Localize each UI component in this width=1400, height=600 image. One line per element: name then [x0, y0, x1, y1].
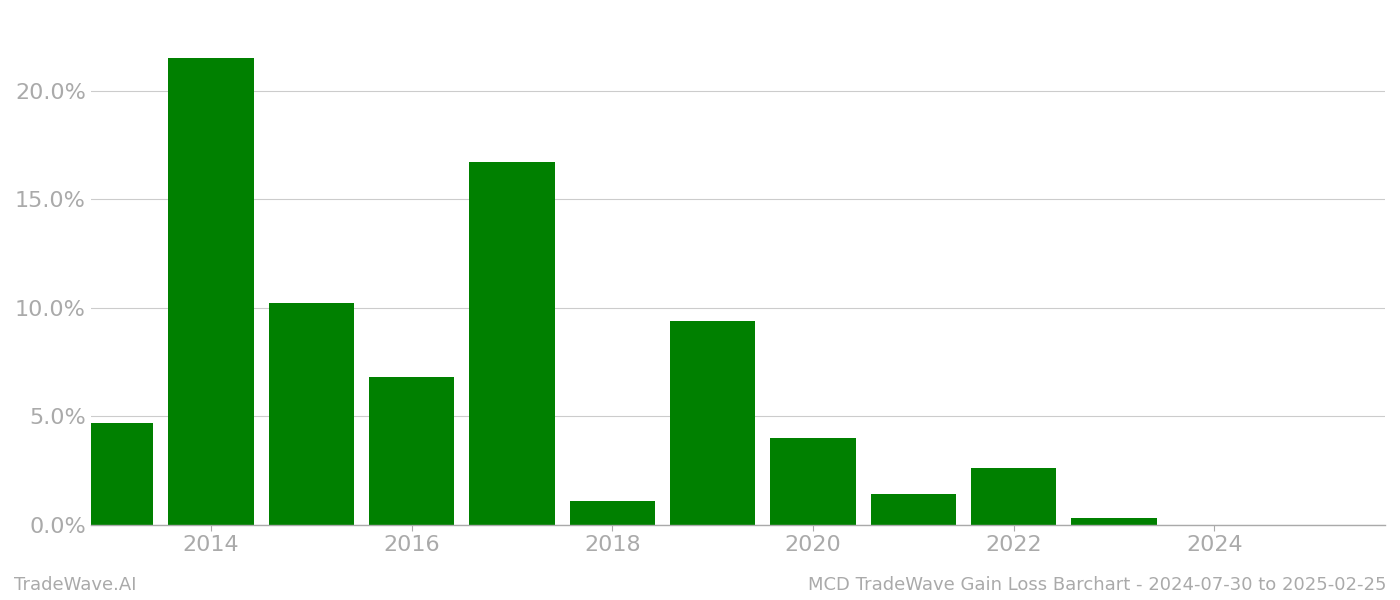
Bar — [770, 438, 855, 524]
Bar — [1071, 518, 1156, 524]
Bar — [469, 163, 554, 524]
Bar — [168, 58, 253, 524]
Bar — [671, 321, 756, 524]
Bar — [370, 377, 455, 524]
Text: TradeWave.AI: TradeWave.AI — [14, 576, 137, 594]
Text: MCD TradeWave Gain Loss Barchart - 2024-07-30 to 2025-02-25: MCD TradeWave Gain Loss Barchart - 2024-… — [808, 576, 1386, 594]
Bar — [570, 501, 655, 524]
Bar — [269, 304, 354, 524]
Bar — [69, 422, 154, 524]
Bar — [871, 494, 956, 524]
Bar — [972, 468, 1057, 524]
